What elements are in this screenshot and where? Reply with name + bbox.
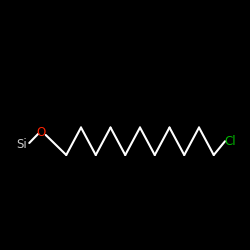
Text: Cl: Cl [224, 135, 236, 148]
Text: O: O [36, 126, 46, 139]
Text: Si: Si [16, 138, 26, 151]
